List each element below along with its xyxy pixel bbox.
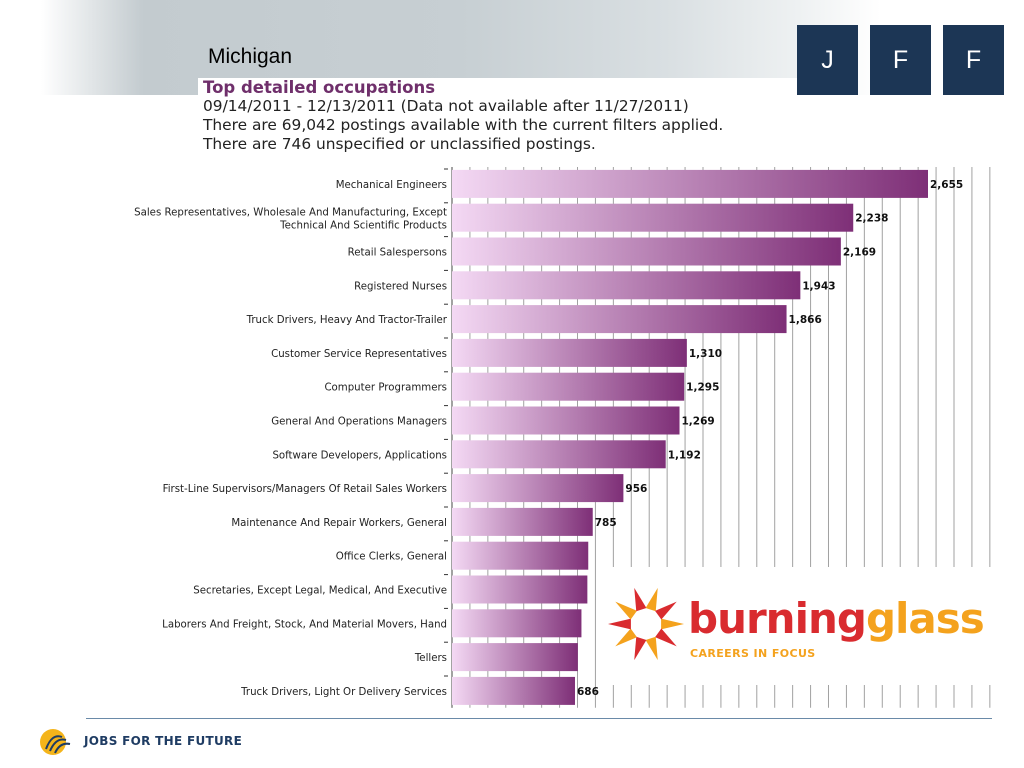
bar — [452, 338, 687, 367]
sun-ray-icon — [645, 587, 658, 612]
category-label: First-Line Supervisors/Managers Of Retai… — [163, 484, 447, 495]
sun-ray-icon — [655, 601, 677, 620]
category-label: Computer Programmers — [324, 383, 447, 394]
logo-tagline: CAREERS IN FOCUS — [690, 647, 816, 660]
value-label: 956 — [625, 483, 647, 495]
category-label: Truck Drivers, Light Or Delivery Service… — [240, 687, 447, 698]
jff-logo-letter-f-second: F — [943, 25, 1004, 95]
burning-glass-logo: burningglass CAREERS IN FOCUS — [600, 567, 1000, 685]
bar — [452, 474, 624, 503]
category-label: Customer Service Representatives — [271, 349, 447, 360]
unspecified-postings-text: There are 746 unspecified or unclassifie… — [203, 135, 596, 153]
value-label: 1,269 — [682, 416, 715, 428]
bar — [452, 507, 593, 536]
bar — [452, 372, 685, 401]
bar — [452, 541, 589, 570]
category-label: Technical And Scientific Products — [279, 221, 447, 232]
bar — [452, 271, 801, 300]
value-label: 785 — [595, 517, 617, 529]
logo-word-glass: glass — [865, 594, 985, 643]
category-label: Sales Representatives, Wholesale And Man… — [134, 208, 447, 219]
sun-ray-icon — [615, 628, 637, 647]
bar — [452, 203, 854, 232]
category-label: Laborers And Freight, Stock, And Materia… — [162, 619, 447, 630]
category-label: Office Clerks, General — [336, 552, 447, 563]
category-label: Retail Salespersons — [348, 248, 447, 259]
category-label: Tellers — [414, 653, 447, 664]
bar — [452, 169, 928, 198]
category-label: General And Operations Managers — [271, 417, 447, 428]
chart-title: Top detailed occupations — [203, 78, 436, 97]
value-label: 2,655 — [930, 179, 963, 191]
footer-divider — [86, 718, 992, 719]
bar — [452, 643, 578, 672]
value-label: 1,866 — [789, 314, 822, 326]
jff-footer-logo-icon — [40, 729, 71, 755]
value-label: 1,310 — [689, 348, 722, 360]
category-label: Registered Nurses — [354, 281, 447, 292]
value-label: 1,192 — [668, 449, 701, 461]
postings-count-text: There are 69,042 postings available with… — [203, 116, 724, 134]
category-label: Secretaries, Except Legal, Medical, And … — [193, 586, 447, 597]
footer-org-name: JOBS FOR THE FUTURE — [84, 734, 243, 748]
sun-ray-icon — [634, 587, 647, 612]
bar — [452, 676, 575, 705]
bar — [452, 305, 787, 334]
chart-info-panel: Top detailed occupations 09/14/2011 - 12… — [198, 78, 797, 156]
logo-word-burning: burning — [688, 594, 867, 643]
value-label: 1,943 — [802, 280, 835, 292]
bar — [452, 406, 680, 435]
value-label: 2,169 — [843, 247, 876, 259]
value-label: 686 — [577, 686, 599, 698]
value-label: 2,238 — [855, 213, 888, 225]
category-label: Truck Drivers, Heavy And Tractor-Trailer — [246, 315, 448, 326]
state-title: Michigan — [208, 45, 293, 68]
sun-logo-icon — [608, 587, 684, 661]
sun-ray-icon — [645, 636, 658, 661]
bar — [452, 237, 841, 266]
jff-logo-letter-j: J — [797, 25, 858, 95]
bar — [452, 440, 666, 469]
sun-ray-icon — [634, 636, 647, 661]
value-label: 1,295 — [686, 382, 719, 394]
sun-ray-icon — [615, 601, 637, 620]
category-label: Maintenance And Repair Workers, General — [231, 518, 447, 529]
category-label: Mechanical Engineers — [336, 180, 447, 191]
sun-ray-icon — [655, 628, 677, 647]
sun-ray-icon — [661, 618, 684, 630]
jff-logo-letter-f: F — [870, 25, 931, 95]
category-label: Software Developers, Applications — [272, 450, 447, 461]
bar — [452, 575, 588, 604]
bar — [452, 609, 582, 638]
sun-ray-icon — [608, 618, 631, 630]
date-range-text: 09/14/2011 - 12/13/2011 (Data not availa… — [203, 97, 689, 115]
